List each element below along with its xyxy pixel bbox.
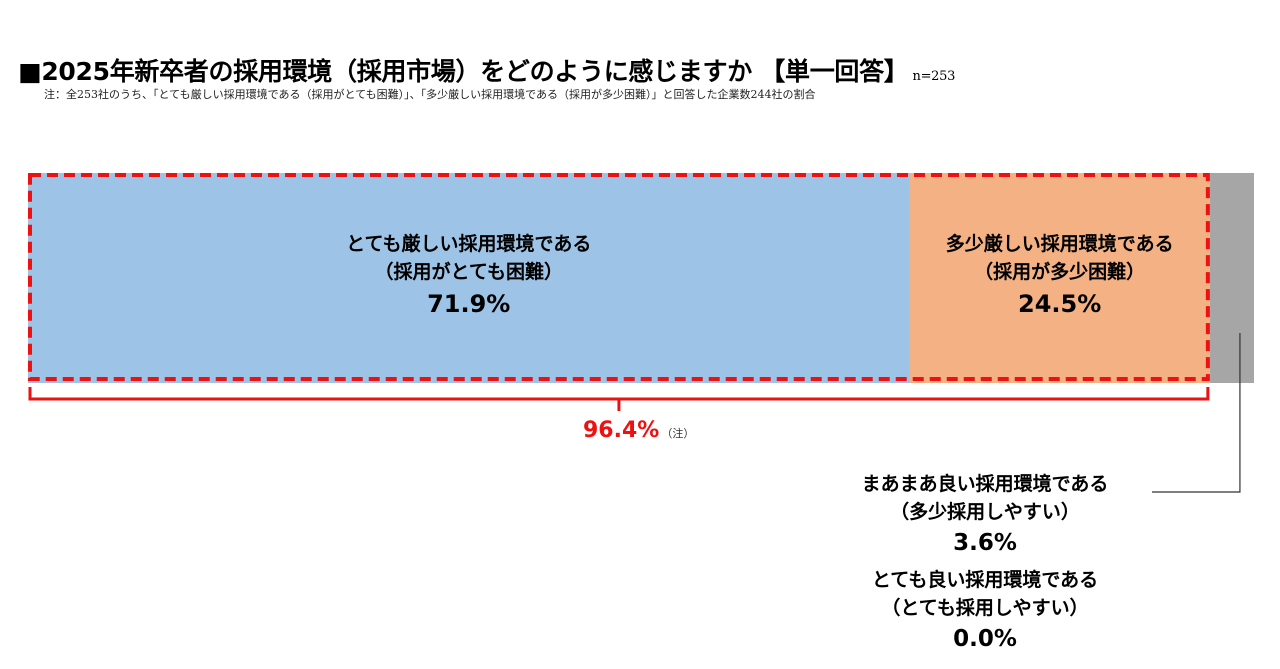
highlight-total-value: 96.4% xyxy=(583,418,660,443)
highlight-total-label: 96.4% （注） xyxy=(583,418,694,443)
segment-value-very-difficult: 71.9% xyxy=(427,290,511,318)
chart-title: ■2025年新卒者の採用環境（採用市場）をどのように感じますか 【単一回答】 n=… xyxy=(18,52,955,88)
segment-label-line2: （採用がとても困難） xyxy=(374,261,563,283)
bar-segment-0 xyxy=(28,173,910,383)
segment-label-line1: 多少厳しい採用環境である xyxy=(945,233,1174,255)
highlight-brace xyxy=(28,387,1210,401)
callout-line1: まあまあ良い採用環境である xyxy=(861,473,1109,495)
callout-line1: とても良い採用環境である xyxy=(871,569,1099,591)
segment-label-line1: とても厳しい採用環境である xyxy=(346,233,592,255)
segment-label-very-difficult: とても厳しい採用環境である （採用がとても困難） 71.9% xyxy=(269,230,669,322)
sample-size: n=253 xyxy=(912,69,956,84)
highlight-box xyxy=(28,173,1210,381)
callout-value-somewhat-good: 3.6% xyxy=(953,530,1017,556)
segment-label-somewhat-difficult: 多少厳しい採用環境である （採用が多少困難） 24.5% xyxy=(860,230,1260,322)
callout-leader-line xyxy=(1152,333,1241,493)
highlight-note-mark: （注） xyxy=(661,427,695,440)
bar-segment-1 xyxy=(909,173,1210,383)
callout-line2: （多少採用しやすい） xyxy=(890,501,1080,523)
chart-note: 注：全253社のうち、「とても厳しい採用環境である（採用がとても困難）」、「多少… xyxy=(44,88,816,101)
callout-line2: （とても採用しやすい） xyxy=(881,597,1089,619)
segment-label-line2: （採用が多少困難） xyxy=(974,261,1146,283)
callout-value-very-good: 0.0% xyxy=(953,626,1017,652)
segment-value-somewhat-difficult: 24.5% xyxy=(1018,290,1102,318)
callout-very-good: とても良い採用環境である （とても採用しやすい） 0.0% xyxy=(835,566,1135,656)
bar-segment-2 xyxy=(1209,173,1254,383)
chart-title-text: ■2025年新卒者の採用環境（採用市場）をどのように感じますか 【単一回答】 xyxy=(18,57,909,86)
callout-somewhat-good: まあまあ良い採用環境である （多少採用しやすい） 3.6% xyxy=(835,470,1135,560)
